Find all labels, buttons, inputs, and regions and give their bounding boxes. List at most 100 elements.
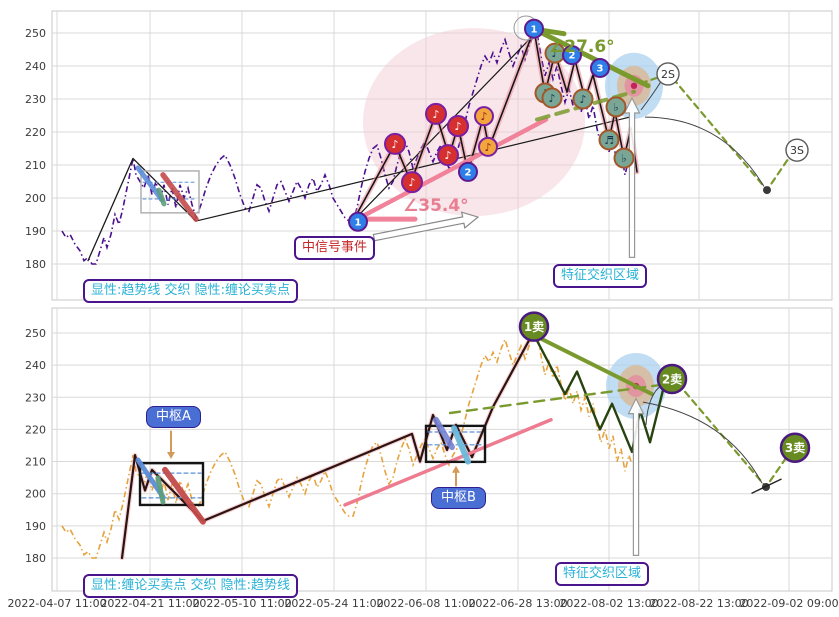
seg-green [156, 187, 167, 207]
marker-blue [458, 161, 478, 182]
marker-blue [590, 57, 610, 78]
seg-a-green [155, 475, 166, 505]
marker-label: 1卖 [524, 319, 544, 334]
olive-dashed-channel [448, 383, 667, 415]
arc-to-dot [642, 401, 763, 484]
marker-label: ♪ [408, 176, 415, 189]
x-tick-label: 2022-08-22 13:00 [649, 597, 748, 610]
y-tick-label: 190 [25, 520, 46, 533]
arc-to-2s [640, 81, 662, 111]
marker-label: 2 [569, 51, 576, 62]
marker-teal [572, 88, 594, 110]
pivot-box-gray [140, 170, 200, 214]
x-tick-label: 2022-06-28 13:00 [468, 597, 567, 610]
marker-red [425, 102, 447, 125]
y-tick-label: 250 [25, 327, 46, 340]
marker-label: ♪ [444, 149, 451, 162]
marker-teal [541, 87, 563, 109]
y-tick-label: 230 [25, 391, 46, 404]
signal-direction-arrow [372, 211, 480, 242]
marker-orange [474, 106, 494, 127]
arc-to-dot [644, 116, 765, 187]
forecast-dot [763, 186, 771, 195]
marker-label: ♭ [621, 152, 626, 165]
target-center-dot [630, 82, 638, 90]
label-legend-top: 显性:趋势线 交织 隐性:缠论买卖点 [83, 279, 299, 303]
panel-border-top [51, 10, 833, 301]
x-tick-label: 2022-05-10 11:00 [192, 597, 291, 610]
y-tick-label: 180 [25, 258, 46, 271]
marker-orange [478, 136, 498, 157]
dot-slash [751, 478, 782, 494]
pivot-box-a [138, 461, 205, 507]
seg-b-sky [451, 425, 471, 465]
forecast-dashed [676, 382, 794, 489]
angle-label-354: ∠35.4° [403, 196, 469, 216]
marker-red [437, 144, 459, 167]
x-tick-label: 2022-08-02 13:00 [559, 597, 658, 610]
marker-label: ♭ [613, 101, 618, 114]
y-tick-label: 180 [25, 552, 46, 565]
marker-red [401, 171, 423, 194]
label-signal-event: 中信号事件 [294, 236, 376, 260]
pivot-a-pointer-head [167, 451, 175, 459]
marker-white [656, 62, 680, 86]
y-tick-label: 230 [25, 93, 46, 106]
feature-zone-arrow [627, 397, 645, 557]
feature-zone-arrow [623, 96, 641, 258]
label-pivot-b: 中枢B [431, 487, 486, 509]
marker-label: 1 [531, 24, 538, 35]
x-tick-label: 2022-05-24 11:00 [284, 597, 383, 610]
x-tick-label: 2022-06-08 11:00 [376, 597, 475, 610]
y-tick-label: 220 [25, 423, 46, 436]
marker-label: ♪ [480, 110, 487, 123]
olive-sell-line [534, 334, 654, 397]
label-feature-zone-top: 特征交织区域 [553, 264, 648, 288]
angle-label-276: ∠27.6° [549, 37, 615, 57]
trendline-diag [352, 33, 535, 222]
trendline-long [195, 116, 631, 222]
x-tick-label: 2022-04-07 11:00 [7, 597, 106, 610]
y-tick-label: 200 [25, 488, 46, 501]
marker-label: 2 [465, 168, 472, 179]
marker-label: ♪ [579, 93, 586, 106]
marker-label: 2S [661, 68, 675, 81]
descent-zigzag [531, 331, 668, 454]
marker-sell [656, 363, 688, 395]
marker-blue [348, 211, 368, 232]
y-tick-label: 240 [25, 359, 46, 372]
panel-border-bottom [51, 307, 833, 592]
y-tick-label: 200 [25, 192, 46, 205]
marker-label: ♪ [391, 138, 398, 151]
seg-red [160, 172, 199, 222]
label-legend-bottom: 显性:缠论买卖点 交织 隐性:趋势线 [83, 574, 299, 598]
signal-region-ellipse [363, 28, 585, 217]
seg-a-red [162, 466, 206, 525]
marker-sell [779, 432, 811, 463]
pivot-b-pointer-head [452, 465, 460, 473]
label-feature-zone-bottom: 特征交织区域 [555, 562, 650, 586]
y-tick-label: 250 [25, 27, 46, 40]
marker-teal [605, 96, 627, 118]
ascent-zigzag [120, 331, 535, 560]
y-tick-label: 210 [25, 159, 46, 172]
marker-teal [598, 129, 620, 151]
marker-label: ♪ [432, 108, 439, 121]
marker-teal [613, 147, 635, 169]
marker-label: 3 [597, 64, 604, 75]
trendline-1 [87, 157, 197, 262]
y-tick-label: 220 [25, 126, 46, 139]
y-tick-label: 190 [25, 225, 46, 238]
label-pivot-a: 中枢A [146, 406, 201, 428]
marker-label: ♪ [454, 120, 461, 133]
marker-sell [518, 311, 550, 342]
y-tick-label: 210 [25, 456, 46, 469]
marker-white [785, 138, 809, 162]
marker-blue [562, 45, 582, 66]
ascent-halo [119, 330, 536, 561]
marker-label: ♬ [604, 134, 614, 147]
marker-label: ♪ [484, 141, 491, 154]
marker-red [447, 115, 469, 138]
